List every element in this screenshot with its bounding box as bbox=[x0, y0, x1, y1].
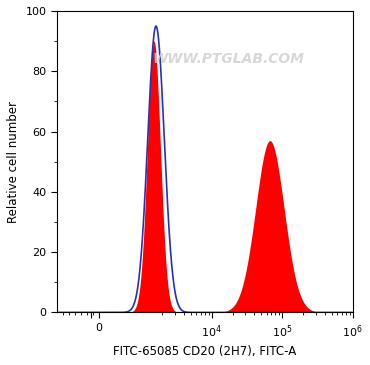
X-axis label: FITC-65085 CD20 (2H7), FITC-A: FITC-65085 CD20 (2H7), FITC-A bbox=[113, 345, 296, 358]
Y-axis label: Relative cell number: Relative cell number bbox=[7, 101, 20, 223]
Text: WWW.PTGLAB.COM: WWW.PTGLAB.COM bbox=[152, 52, 305, 66]
